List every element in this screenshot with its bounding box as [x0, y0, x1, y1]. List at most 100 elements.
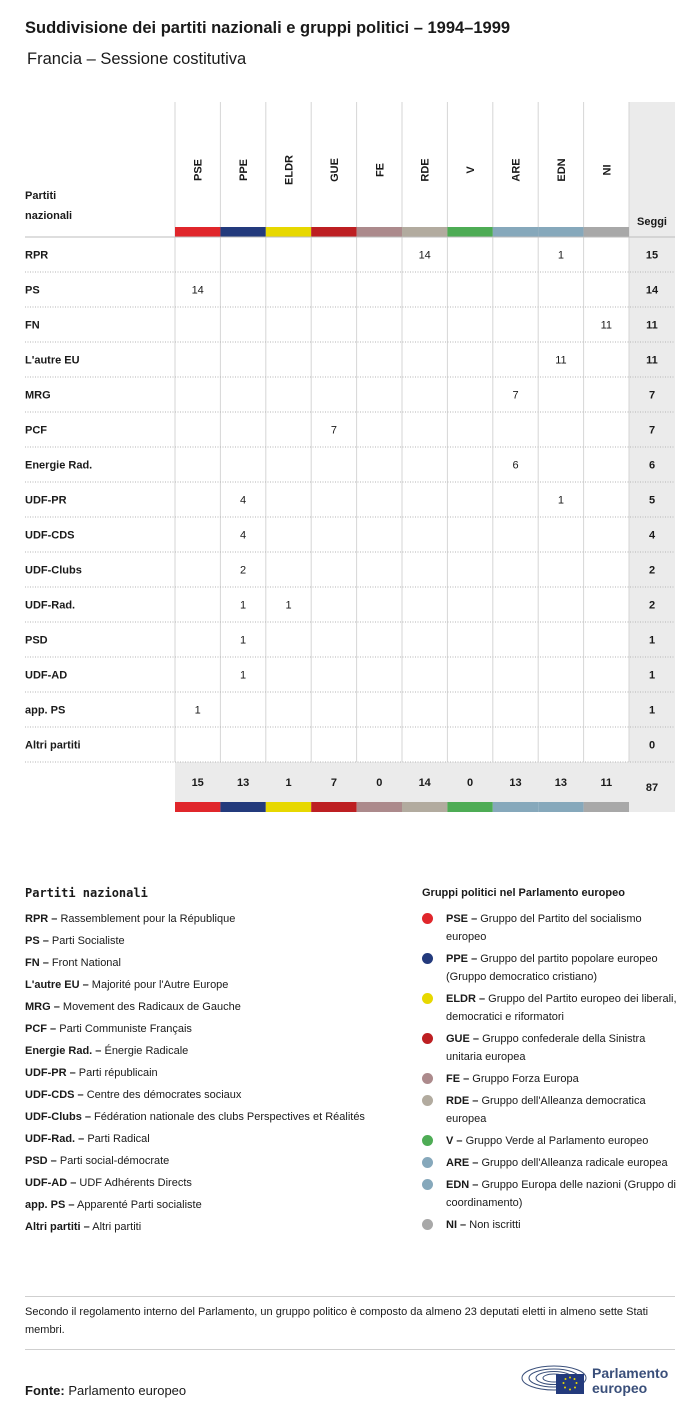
logo-text-line2: europeo: [592, 1380, 648, 1396]
legend-color-dot-icon: [422, 1219, 433, 1230]
party-label: UDF-Rad.: [25, 600, 75, 612]
group-color-strip-fe: [356, 227, 402, 237]
legend-color-dot-icon: [422, 953, 433, 964]
logo-text-line1: Parlamento: [592, 1365, 669, 1381]
party-label: L'autre EU: [25, 355, 80, 367]
seat-value: 1: [558, 495, 564, 507]
legend-groups-heading: Gruppi politici nel Parlamento europeo: [422, 887, 625, 899]
legend-party-name: Movement des Radicaux de Gauche: [59, 1001, 241, 1013]
group-color-strip-bottom-eldr: [265, 802, 312, 812]
group-header-are: ARE: [511, 158, 523, 181]
group-color-strip-bottom-are: [492, 802, 539, 812]
party-total: 15: [646, 250, 658, 262]
legend-party-name: Énergie Radicale: [101, 1045, 189, 1057]
legend-group-item: RDE – Gruppo dell'Alleanza democratica e…: [422, 1092, 677, 1128]
party-total: 11: [646, 355, 658, 367]
legend-party-abbr: app. PS –: [25, 1199, 75, 1211]
legend-color-dot-icon: [422, 1179, 433, 1190]
group-header-gue: GUE: [329, 158, 341, 182]
group-color-strip-bottom-pse: [175, 802, 221, 812]
legend-group-item: ELDR – Gruppo del Partito europeo dei li…: [422, 990, 677, 1026]
group-color-strip-edn: [538, 227, 584, 237]
group-header-rde: RDE: [420, 158, 432, 181]
group-header-ppe: PPE: [238, 159, 250, 181]
group-header-ni: NI: [601, 165, 613, 176]
legend-party-name: Centre des démocrates sociaux: [83, 1089, 242, 1101]
party-total: 4: [649, 530, 656, 542]
seat-value: 2: [240, 565, 246, 577]
legend-party-item: PCF – Parti Communiste Français: [25, 1020, 370, 1038]
legend-color-dot-icon: [422, 913, 433, 924]
legend-group-abbr: RDE –: [446, 1095, 479, 1107]
legend-group-item: PSE – Gruppo del Partito del socialismo …: [422, 910, 677, 946]
parliament-hemicycle-icon: [521, 1365, 587, 1394]
seat-value: 1: [195, 705, 201, 717]
legend-party-abbr: L'autre EU –: [25, 979, 89, 991]
legend-color-dot-icon: [422, 1095, 433, 1106]
group-color-strip-pse: [175, 227, 221, 237]
seat-value: 1: [240, 600, 246, 612]
party-label: UDF-PR: [25, 495, 67, 507]
seat-value: 14: [192, 285, 204, 297]
legend-party-abbr: PSD –: [25, 1155, 57, 1167]
legend-party-item: PSD – Parti social-démocrate: [25, 1152, 370, 1170]
party-label: UDF-Clubs: [25, 565, 82, 577]
group-total: 0: [467, 777, 473, 789]
legend-parties-heading: Partiti nazionali: [25, 886, 148, 900]
legend-party-abbr: FN –: [25, 957, 49, 969]
legend-groups-list: PSE – Gruppo del Partito del socialismo …: [422, 910, 677, 1238]
party-label: RPR: [25, 250, 48, 262]
legend-group-abbr: ARE –: [446, 1157, 479, 1169]
legend-group-name: Gruppo del Partito del socialismo europe…: [446, 913, 642, 943]
legend-party-item: Altri partiti – Altri partiti: [25, 1218, 370, 1236]
legend-group-abbr: EDN –: [446, 1179, 479, 1191]
group-total: 1: [285, 777, 291, 789]
seggi-header: Seggi: [637, 216, 667, 228]
party-label: PS: [25, 285, 40, 297]
group-total: 13: [509, 777, 521, 789]
legend-party-abbr: Energie Rad. –: [25, 1045, 102, 1057]
party-label: app. PS: [25, 705, 65, 717]
seat-value: 1: [285, 600, 291, 612]
legend-parties-list: RPR – Rassemblement pour la République PS…: [25, 910, 370, 1240]
group-color-strip-bottom-edn: [538, 802, 584, 812]
party-total: 2: [649, 600, 655, 612]
group-color-strip-bottom-ppe: [220, 802, 266, 812]
seat-value: 6: [512, 460, 518, 472]
party-total: 14: [646, 285, 659, 297]
seat-value: 11: [555, 355, 566, 367]
legend-group-abbr: FE –: [446, 1073, 470, 1085]
group-color-strip-bottom-v: [447, 802, 493, 812]
legend-group-name: Gruppo Verde al Parlamento europeo: [462, 1135, 649, 1147]
party-total: 6: [649, 460, 655, 472]
legend-party-abbr: UDF-Rad. –: [25, 1133, 85, 1145]
legend-group-name: Gruppo confederale della Sinistra unitar…: [446, 1033, 646, 1063]
group-color-strip-bottom-rde: [402, 802, 448, 812]
party-total: 1: [649, 635, 655, 647]
group-color-strip-bottom-fe: [356, 802, 402, 812]
legend-group-abbr: NI –: [446, 1219, 467, 1231]
seat-value: 14: [419, 250, 431, 262]
group-total: 15: [192, 777, 204, 789]
group-header-pse: PSE: [193, 159, 205, 181]
legend-party-abbr: PCF –: [25, 1023, 57, 1035]
seat-value: 1: [558, 250, 564, 262]
source-label: Fonte:: [25, 1383, 65, 1398]
legend-group-item: NI – Non iscritti: [422, 1216, 677, 1234]
group-total: 14: [419, 777, 432, 789]
legend-group-item: EDN – Gruppo Europa delle nazioni (Grupp…: [422, 1176, 677, 1212]
legend-group-name: Gruppo dell'Alleanza democratica europea: [446, 1095, 646, 1125]
legend-group-item: PPE – Gruppo del partito popolare europe…: [422, 950, 677, 986]
legend-party-name: Parti Socialiste: [48, 935, 125, 947]
seat-value: 4: [240, 530, 246, 542]
legend-group-abbr: PSE –: [446, 913, 478, 925]
party-label: UDF-CDS: [25, 530, 75, 542]
group-total: 13: [237, 777, 249, 789]
legend-party-name: Parti Communiste Français: [56, 1023, 192, 1035]
legend-group-item: ARE – Gruppo dell'Alleanza radicale euro…: [422, 1154, 677, 1172]
party-label: Altri partiti: [25, 740, 81, 752]
logo-text: Parlamento europeo: [592, 1366, 668, 1396]
legend-party-item: RPR – Rassemblement pour la République: [25, 910, 370, 928]
legend-party-name: Apparenté Parti socialiste: [74, 1199, 202, 1211]
legend-party-item: UDF-AD – UDF Adhérents Directs: [25, 1174, 370, 1192]
